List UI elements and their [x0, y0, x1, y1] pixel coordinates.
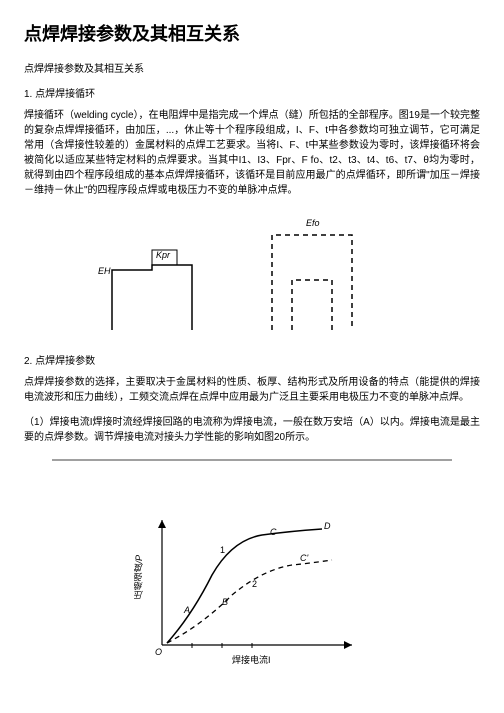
fig20-ylabel: 压缩强度/P: [132, 555, 145, 600]
svg-text:O: O: [155, 647, 162, 657]
page-title: 点焊焊接参数及其相互关系: [24, 20, 480, 46]
fig19-label-kpr: Kpr: [156, 250, 170, 260]
svg-text:A: A: [183, 605, 190, 615]
fig19-label-eh: EH: [98, 266, 111, 276]
section2-heading: 2. 点焊焊接参数: [24, 352, 480, 367]
svg-text:D: D: [324, 521, 331, 531]
section1-heading: 1. 点焊焊接循环: [24, 85, 480, 100]
figure-20: A B C D C' 1 2 O 压缩强度/P 焊接电流I: [24, 475, 480, 665]
section1-paragraph: 焊接循环（welding cycle），在电阻焊中是指完成一个焊点（缝）所包括的…: [24, 108, 480, 198]
svg-text:2: 2: [252, 579, 257, 589]
fig20-xlabel: 焊接电流I: [232, 653, 271, 666]
svg-text:C': C': [300, 553, 308, 563]
subtitle: 点焊焊接参数及其相互关系: [24, 60, 480, 75]
section2-paragraph1: 点焊焊接参数的选择，主要取决于金属材料的性质、板厚、结构形式及所用设备的特点（能…: [24, 375, 480, 405]
horizontal-rule: [24, 457, 480, 463]
section2-paragraph2: （1）焊接电流I焊接时流经焊接回路的电流称为焊接电流，一般在数万安培（A）以内。…: [24, 415, 480, 445]
svg-text:C: C: [270, 527, 277, 537]
svg-text:B: B: [222, 597, 228, 607]
figure-19: EH Kpr Efo: [24, 210, 480, 340]
svg-text:1: 1: [220, 545, 225, 555]
fig19-label-efo: Efo: [306, 218, 320, 228]
